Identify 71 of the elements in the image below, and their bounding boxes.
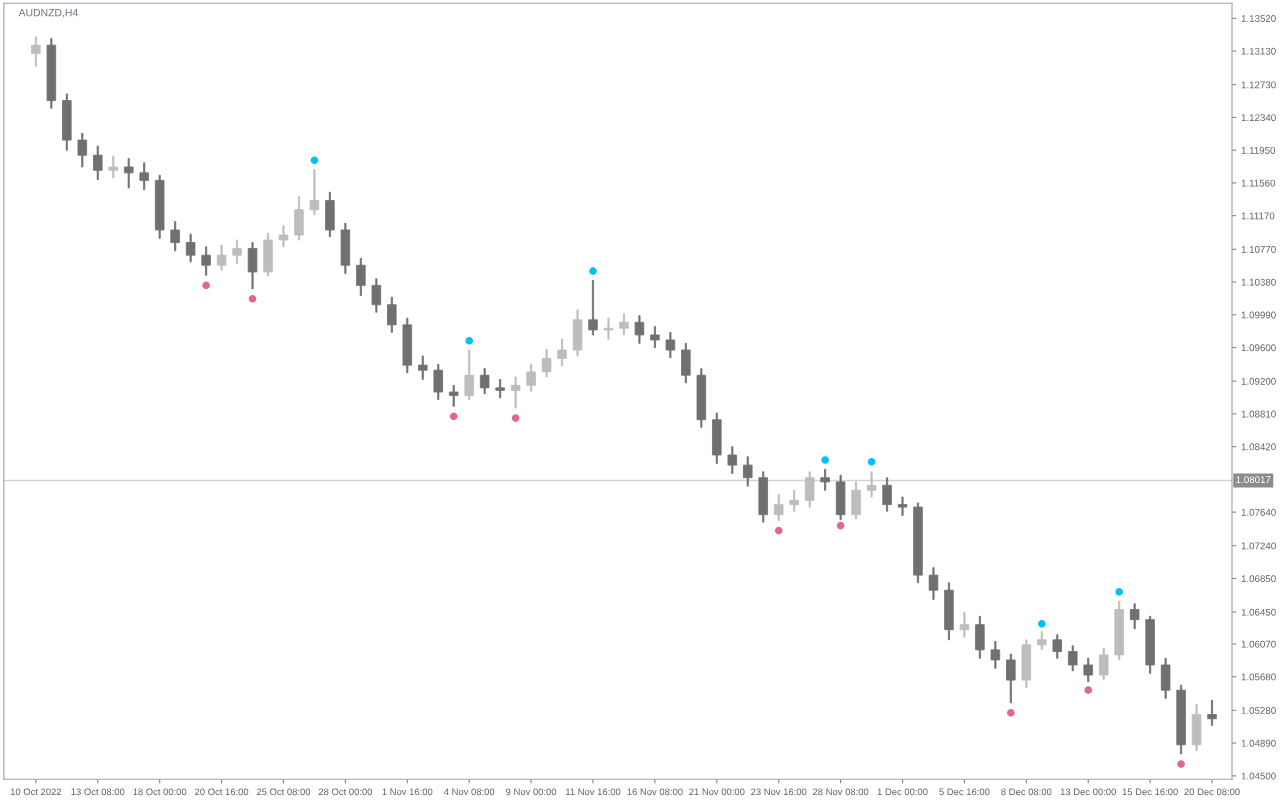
point xyxy=(589,267,597,275)
candlestick xyxy=(897,496,908,516)
candlestick xyxy=(278,225,289,248)
point xyxy=(1115,588,1123,596)
x-tick-label: 10 Oct 2022 xyxy=(10,788,62,796)
candlestick xyxy=(866,471,877,498)
x-tick-label: 21 Nov 00:00 xyxy=(689,788,745,796)
x-tick-label: 13 Dec 00:00 xyxy=(1060,788,1116,796)
y-tick-label: 1.06450 xyxy=(1241,608,1276,616)
x-tick-label: 15 Dec 16:00 xyxy=(1122,788,1178,796)
y-tick-label: 1.05280 xyxy=(1241,707,1276,714)
x-tick-label: 9 Nov 00:00 xyxy=(506,788,557,796)
x-tick-label: 1 Nov 16:00 xyxy=(382,788,433,796)
x-tick-label: 13 Oct 08:00 xyxy=(71,788,125,796)
x-tick-label: 25 Oct 08:00 xyxy=(256,788,311,796)
x-tick-label: 11 Nov 16:00 xyxy=(565,788,621,796)
y-tick-label: 1.13520 xyxy=(1241,15,1276,22)
y-tick-label: 1.13130 xyxy=(1241,47,1276,55)
candlestick xyxy=(510,376,521,409)
point xyxy=(1038,620,1046,628)
point xyxy=(774,526,783,535)
y-tick-label: 1.12340 xyxy=(1241,114,1276,122)
x-tick-label: 28 Nov 08:00 xyxy=(813,788,869,796)
y-tick-label: 1.09990 xyxy=(1241,311,1276,319)
y-tick-label: 1.05680 xyxy=(1241,673,1276,681)
x-tick-label: 20 Oct 16:00 xyxy=(195,788,249,796)
point xyxy=(1007,709,1015,717)
y-tick-label: 1.08810 xyxy=(1241,410,1276,418)
point xyxy=(511,414,520,422)
point xyxy=(465,337,473,345)
y-tick-label: 1.06070 xyxy=(1241,640,1276,648)
candlestick xyxy=(309,169,320,216)
point xyxy=(1177,760,1185,768)
x-tick-label: 20 Dec 08:00 xyxy=(1184,788,1240,796)
y-tick-label: 1.06850 xyxy=(1241,575,1276,583)
x-tick-label: 28 Oct 00:00 xyxy=(318,788,373,796)
y-tick-label: 1.07240 xyxy=(1241,542,1276,550)
y-tick-label: 1.07640 xyxy=(1241,508,1276,516)
point xyxy=(449,412,458,421)
candlestick xyxy=(959,611,970,638)
point xyxy=(310,156,319,165)
point xyxy=(836,521,845,530)
point xyxy=(248,295,257,303)
point xyxy=(867,457,876,466)
y-tick-label: 1.11560 xyxy=(1241,179,1276,187)
x-tick-label: 18 Oct 00:00 xyxy=(133,788,187,796)
y-tick-label: 1.09600 xyxy=(1241,344,1276,352)
y-tick-label: 1.10380 xyxy=(1241,278,1276,286)
y-tick-label: 1.09200 xyxy=(1241,377,1276,385)
point xyxy=(202,281,210,290)
y-tick-label: 1.11170 xyxy=(1241,212,1275,220)
candlestick xyxy=(123,158,134,189)
point xyxy=(821,456,829,464)
x-tick-label: 8 Dec 08:00 xyxy=(1001,788,1052,796)
y-tick-label: 1.04890 xyxy=(1241,739,1276,747)
x-tick-label: 1 Dec 00:00 xyxy=(877,788,928,796)
y-tick-label: 1.10770 xyxy=(1241,246,1276,253)
candlestick xyxy=(108,155,119,179)
x-tick-label: 5 Dec 16:00 xyxy=(939,788,990,796)
y-tick-label: 1.04500 xyxy=(1241,772,1276,780)
chart-title: AUDNZD,H4 xyxy=(18,9,78,18)
y-tick-label: 1.08420 xyxy=(1241,443,1276,451)
point xyxy=(1084,686,1093,694)
x-tick-label: 4 Nov 08:00 xyxy=(443,788,495,796)
y-tick-label: 1.11950 xyxy=(1241,146,1276,154)
x-tick-label: 16 Nov 08:00 xyxy=(627,788,683,796)
y-tick-label: 1.12730 xyxy=(1241,81,1276,89)
candlestick xyxy=(448,384,459,407)
candlestick xyxy=(603,317,614,340)
x-tick-label: 23 Nov 16:00 xyxy=(751,788,807,796)
ref-line-label: 1.08017 xyxy=(1236,476,1271,484)
